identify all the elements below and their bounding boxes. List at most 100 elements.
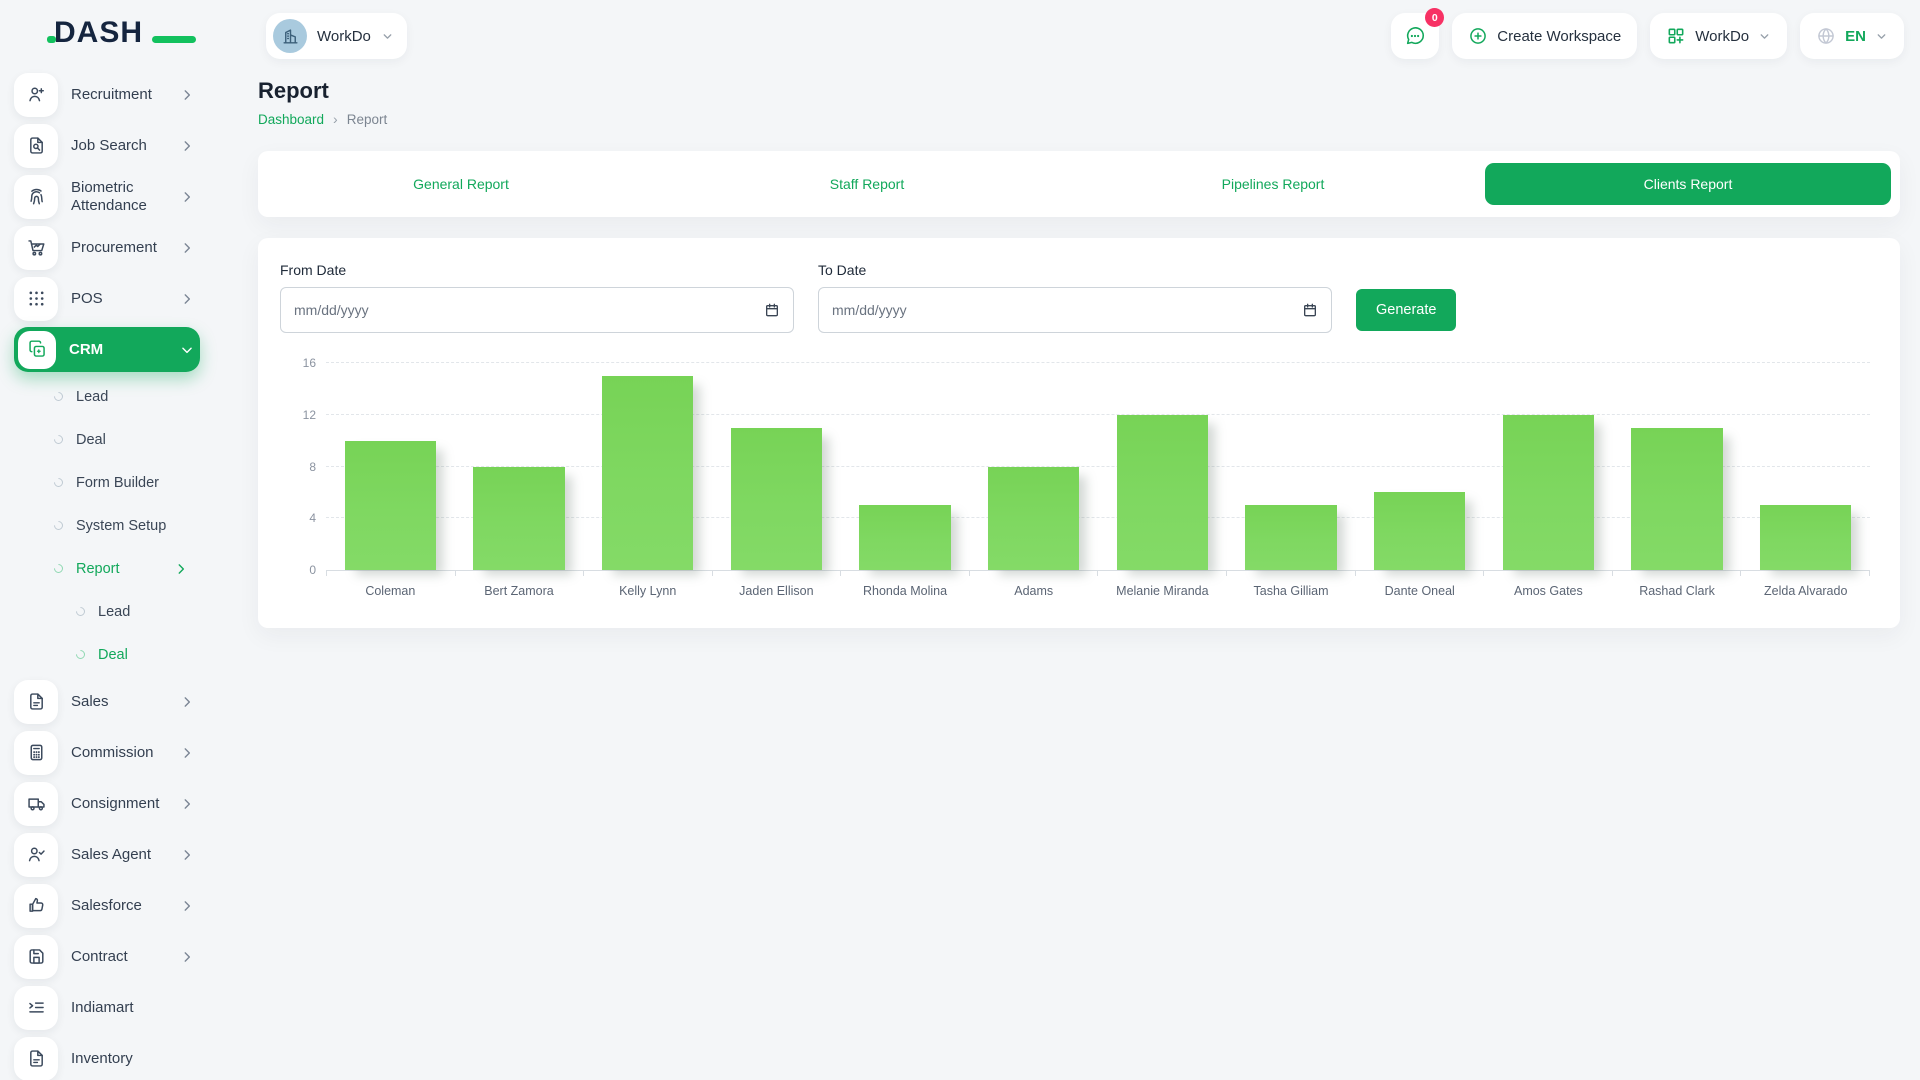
bar-zelda-alvarado[interactable]: [1760, 505, 1852, 570]
sidebar-item-procurement[interactable]: Procurement: [14, 225, 200, 270]
sidebar-item-sales[interactable]: Sales: [14, 679, 200, 724]
bar-coleman[interactable]: [344, 440, 436, 570]
chart-gridline: [326, 517, 1870, 519]
to-date-label: To Date: [818, 262, 867, 278]
x-axis-label: Jaden Ellison: [739, 584, 814, 598]
bar-rhonda-molina[interactable]: [859, 505, 951, 570]
from-date-input[interactable]: mm/dd/yyyy: [280, 287, 794, 333]
bar-amos-gates[interactable]: [1502, 414, 1595, 570]
chevron-right-icon: [174, 562, 188, 576]
to-date-field: To Date mm/dd/yyyy: [818, 262, 1332, 333]
y-axis-label: 12: [302, 407, 316, 422]
tab-staff-report[interactable]: Staff Report: [829, 176, 905, 192]
bullet-icon: [74, 605, 87, 618]
sidebar-item-label: Indiamart: [71, 998, 134, 1016]
chevron-down-icon: [1875, 30, 1888, 43]
x-axis-label: Rashad Clark: [1639, 584, 1715, 598]
sidebar-item-label: Sales: [71, 692, 109, 710]
logo-text: DASH: [54, 16, 144, 49]
sidebar-subitem-report[interactable]: Report: [52, 550, 200, 587]
from-date-placeholder: mm/dd/yyyy: [294, 302, 369, 318]
sidebar-item-crm[interactable]: CRM: [14, 327, 200, 372]
workspace-menu-label: WorkDo: [1695, 27, 1750, 45]
chevron-right-icon: [180, 241, 194, 255]
chart-bar-slot: [326, 440, 455, 570]
sidebar: DASH Recruitment Job Search Biometric Atte…: [0, 0, 210, 1080]
sidebar-item-biometric-attendance[interactable]: Biometric Attendance: [14, 174, 200, 219]
sidebar-item-commission[interactable]: Commission: [14, 730, 200, 775]
fingerprint-icon: [14, 174, 58, 219]
sidebar-item-inventory[interactable]: Inventory: [14, 1036, 200, 1080]
sidebar-subitem-label: Report: [76, 560, 120, 577]
sidebar-item-consignment[interactable]: Consignment: [14, 781, 200, 826]
axis-tick: [1613, 571, 1742, 576]
from-date-label: From Date: [280, 262, 347, 278]
generate-button[interactable]: Generate: [1356, 289, 1457, 331]
sidebar-subitem-form-builder[interactable]: Form Builder: [52, 464, 200, 501]
sidebar-subitem-lead[interactable]: Lead: [52, 378, 200, 415]
create-workspace-button[interactable]: Create Workspace: [1452, 13, 1638, 59]
bar-jaden-ellison[interactable]: [730, 427, 823, 570]
messages-badge: 0: [1425, 8, 1445, 27]
report-tabs: General Report Staff Report Pipelines Repo…: [258, 151, 1900, 217]
tab-clients-report[interactable]: Clients Report: [1485, 163, 1891, 205]
sidebar-item-contract[interactable]: Contract: [14, 934, 200, 979]
chart-bar-slot: [841, 505, 970, 570]
bullet-icon: [52, 562, 65, 575]
sidebar-subitem-label: Deal: [76, 431, 106, 448]
breadcrumb-dashboard-link[interactable]: Dashboard: [258, 111, 325, 127]
sidebar-subitem-label: Lead: [98, 603, 131, 620]
sidebar-item-indiamart[interactable]: Indiamart: [14, 985, 200, 1030]
language-selector[interactable]: EN: [1800, 13, 1904, 59]
x-axis-label: Rhonda Molina: [862, 584, 948, 598]
sidebar-item-job-search[interactable]: Job Search: [14, 123, 200, 168]
sidebar-item-sales-agent[interactable]: Sales Agent: [14, 832, 200, 877]
axis-tick: [584, 571, 713, 576]
sidebar-subitem-system-setup[interactable]: System Setup: [52, 507, 200, 544]
bar-tasha-gilliam[interactable]: [1245, 505, 1337, 570]
bar-bert-zamora[interactable]: [473, 466, 565, 570]
bullet-icon: [74, 648, 87, 661]
x-axis-label: Coleman: [365, 584, 416, 598]
calendar-icon[interactable]: [764, 302, 780, 318]
bar-melanie-miranda[interactable]: [1116, 414, 1209, 570]
sidebar-subitem-deal[interactable]: Deal: [74, 636, 200, 673]
sidebar-item-label: Inventory: [71, 1049, 133, 1067]
sidebar-subitem-deal[interactable]: Deal: [52, 421, 200, 458]
tab-pipelines-report[interactable]: Pipelines Report: [1221, 176, 1325, 192]
sidebar-subitem-label: Deal: [98, 646, 128, 663]
sidebar-item-salesforce[interactable]: Salesforce: [14, 883, 200, 928]
breadcrumb-separator-icon: [333, 111, 338, 127]
sidebar-subitem-lead[interactable]: Lead: [74, 593, 200, 630]
to-date-placeholder: mm/dd/yyyy: [832, 302, 907, 318]
workspace-menu-button[interactable]: WorkDo: [1650, 13, 1788, 59]
file-icon: [14, 1036, 58, 1080]
workspace-avatar: [273, 19, 307, 53]
bar-dante-oneal[interactable]: [1374, 492, 1466, 570]
tab-general-report[interactable]: General Report: [413, 176, 509, 192]
report-filter-form: From Date mm/dd/yyyy To Date mm/dd/yyyy: [280, 262, 1878, 333]
bar-rashad-clark[interactable]: [1631, 427, 1723, 570]
bar-kelly-lynn[interactable]: [602, 375, 694, 570]
sidebar-item-pos[interactable]: POS: [14, 276, 200, 321]
to-date-input[interactable]: mm/dd/yyyy: [818, 287, 1332, 333]
page-title: Report: [258, 78, 329, 103]
app-logo[interactable]: DASH: [47, 16, 196, 62]
chart-bar-slot: [1227, 505, 1356, 570]
bar-adams[interactable]: [988, 466, 1080, 570]
messages-button[interactable]: 0: [1391, 8, 1445, 59]
chart-bar-slot: [1613, 427, 1742, 570]
sidebar-item-label: Contract: [71, 947, 128, 965]
workspace-chip[interactable]: WorkDo: [266, 13, 407, 59]
grid-dots-icon: [14, 276, 58, 321]
sidebar-item-recruitment[interactable]: Recruitment: [14, 72, 200, 117]
chart-bar-slot: [1098, 414, 1227, 570]
chat-icon: [1404, 25, 1426, 47]
axis-tick: [970, 571, 1099, 576]
list-indent-icon: [14, 985, 58, 1030]
calendar-icon[interactable]: [1302, 302, 1318, 318]
y-axis-label: 8: [309, 459, 316, 474]
axis-tick: [1227, 571, 1356, 576]
floppy-icon: [14, 934, 58, 979]
